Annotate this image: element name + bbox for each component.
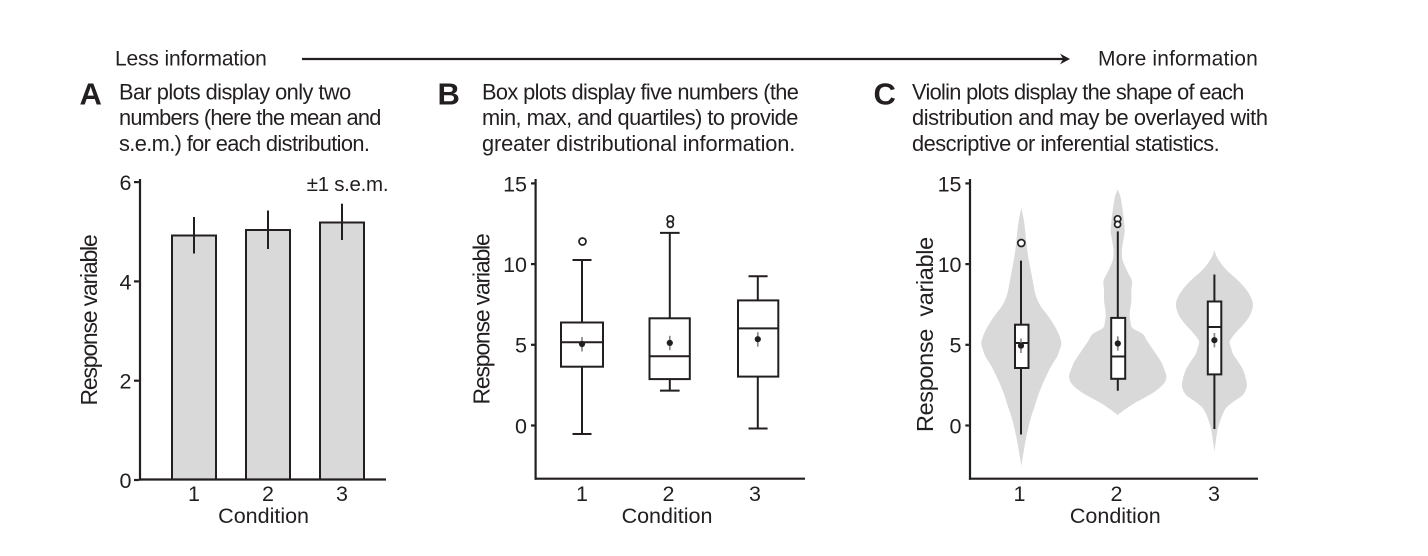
svg-text:Condition: Condition xyxy=(218,504,309,528)
svg-text:Response variable: Response variable xyxy=(76,235,102,406)
svg-text:greater distributional informa: greater distributional information. xyxy=(482,131,795,156)
svg-text:2: 2 xyxy=(120,370,132,394)
svg-text:5: 5 xyxy=(515,334,527,358)
svg-text:B: B xyxy=(438,77,460,112)
svg-text:3: 3 xyxy=(336,482,348,506)
svg-text:±1 s.e.m.: ±1 s.e.m. xyxy=(307,173,388,196)
svg-text:Less information: Less information xyxy=(115,48,267,71)
svg-text:15: 15 xyxy=(938,172,962,196)
svg-text:1: 1 xyxy=(188,482,200,506)
svg-text:descriptive or inferential sta: descriptive or inferential statistics. xyxy=(912,131,1219,156)
svg-text:3: 3 xyxy=(749,482,761,506)
svg-text:Condition: Condition xyxy=(622,504,713,528)
svg-text:10: 10 xyxy=(938,253,962,277)
svg-text:More information: More information xyxy=(1098,48,1258,71)
svg-text:Box plots display five numbers: Box plots display five numbers (the xyxy=(482,80,799,105)
svg-text:2: 2 xyxy=(1111,482,1123,506)
svg-text:4: 4 xyxy=(120,270,132,294)
svg-text:15: 15 xyxy=(503,172,527,196)
svg-text:5: 5 xyxy=(950,334,962,358)
svg-text:0: 0 xyxy=(515,414,527,438)
svg-text:Violin plots display the shape: Violin plots display the shape of each xyxy=(912,80,1244,105)
svg-text:distribution and may be overla: distribution and may be overlayed with xyxy=(912,105,1268,130)
svg-text:1: 1 xyxy=(576,482,588,506)
svg-text:3: 3 xyxy=(1208,482,1220,506)
svg-text:A: A xyxy=(80,77,102,112)
svg-text:min, max, and quartiles) to pr: min, max, and quartiles) to provide xyxy=(482,105,798,130)
svg-text:2: 2 xyxy=(262,482,274,506)
svg-text:s.e.m.) for each distribution.: s.e.m.) for each distribution. xyxy=(119,131,369,156)
svg-text:Response variable: Response variable xyxy=(912,237,938,432)
svg-text:6: 6 xyxy=(120,171,132,195)
svg-text:C: C xyxy=(874,77,896,112)
svg-text:Condition: Condition xyxy=(1070,504,1161,528)
svg-text:0: 0 xyxy=(950,414,962,438)
svg-text:10: 10 xyxy=(503,253,527,277)
svg-text:1: 1 xyxy=(1014,482,1026,506)
svg-text:Response variable: Response variable xyxy=(469,234,495,405)
svg-text:2: 2 xyxy=(663,482,675,506)
svg-text:numbers (here the mean and: numbers (here the mean and xyxy=(119,105,381,130)
svg-text:Bar plots display only two: Bar plots display only two xyxy=(119,80,351,105)
svg-text:0: 0 xyxy=(120,469,132,493)
